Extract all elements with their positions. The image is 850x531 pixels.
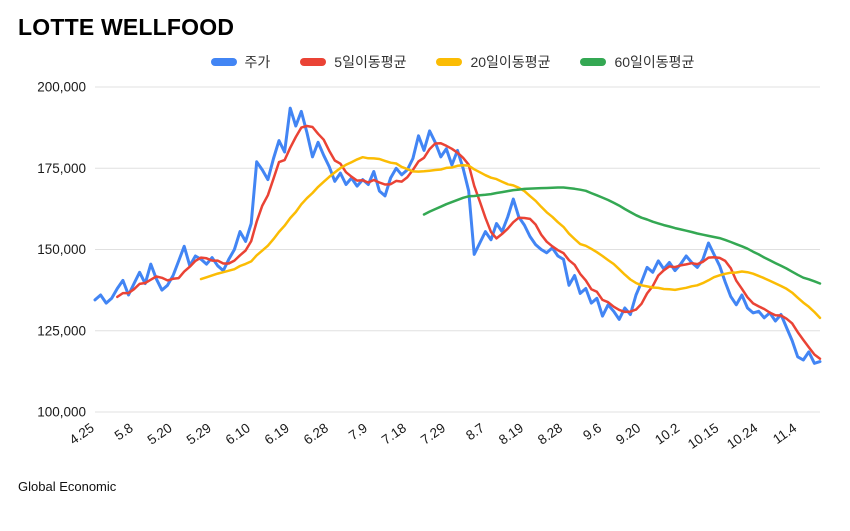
legend-label-price: 주가: [244, 54, 271, 70]
x-tick-label: 9.20: [613, 420, 643, 447]
legend-label-ma5: 5일이동평균: [334, 54, 407, 70]
y-tick-label: 100,000: [37, 405, 86, 420]
x-tick-label: 8.7: [463, 420, 487, 443]
x-tick-label: 7.29: [418, 420, 448, 447]
x-tick-label: 11.4: [770, 420, 800, 447]
y-tick-label: 200,000: [37, 80, 86, 95]
chart-legend: 주가 5일이동평균 20일이동평균 60일이동평균: [0, 51, 850, 73]
y-tick-label: 125,000: [37, 323, 86, 338]
legend-swatch-ma5: [300, 58, 327, 66]
x-tick-label: 7.18: [379, 420, 409, 447]
stock-chart: 100,000 125,000 150,000 175,000 200,000 4.25 5…: [37, 80, 822, 452]
x-tick-label: 4.25: [67, 420, 97, 447]
x-tick-label: 10.2: [652, 420, 682, 447]
page-title: LOTTE WELLFOOD: [18, 14, 235, 40]
gridlines: [95, 86, 820, 413]
legend-label-ma20: 20일이동평균: [470, 54, 551, 70]
x-tick-label: 5.29: [184, 420, 214, 447]
ma20-line: [199, 155, 822, 320]
x-tick-label: 5.20: [145, 420, 175, 447]
y-tick-label: 150,000: [37, 242, 86, 257]
ma60-line: [422, 186, 822, 285]
chart-area: 100,000 125,000 150,000 175,000 200,000 4.25 5…: [0, 75, 850, 477]
legend-item-ma60[interactable]: 60일이동평균: [580, 52, 694, 72]
x-tick-label: 8.28: [535, 420, 565, 447]
legend-item-ma20[interactable]: 20일이동평균: [436, 52, 550, 72]
legend-item-price[interactable]: 주가: [210, 52, 271, 72]
x-tick-label: 8.19: [496, 420, 526, 447]
source-credit: Global Economic: [18, 479, 117, 494]
legend-swatch-ma60: [580, 58, 607, 66]
y-tick-label: 175,000: [37, 161, 86, 176]
x-tick-label: 7.9: [346, 420, 370, 443]
x-tick-label: 6.10: [223, 420, 253, 447]
legend-item-ma5[interactable]: 5일이동평균: [300, 52, 406, 72]
price-line: [93, 106, 822, 365]
x-tick-label: 6.28: [301, 420, 331, 447]
x-tick-label: 10.15: [685, 420, 721, 452]
x-tick-label: 6.19: [262, 420, 292, 447]
legend-swatch-price: [210, 58, 237, 66]
x-tick-label: 5.8: [112, 420, 136, 443]
legend-swatch-ma20: [436, 58, 463, 66]
x-tick-label: 9.6: [580, 420, 604, 443]
legend-label-ma60: 60일이동평균: [614, 54, 695, 70]
ma5-line: [116, 124, 822, 360]
x-tick-label: 10.24: [724, 420, 761, 452]
